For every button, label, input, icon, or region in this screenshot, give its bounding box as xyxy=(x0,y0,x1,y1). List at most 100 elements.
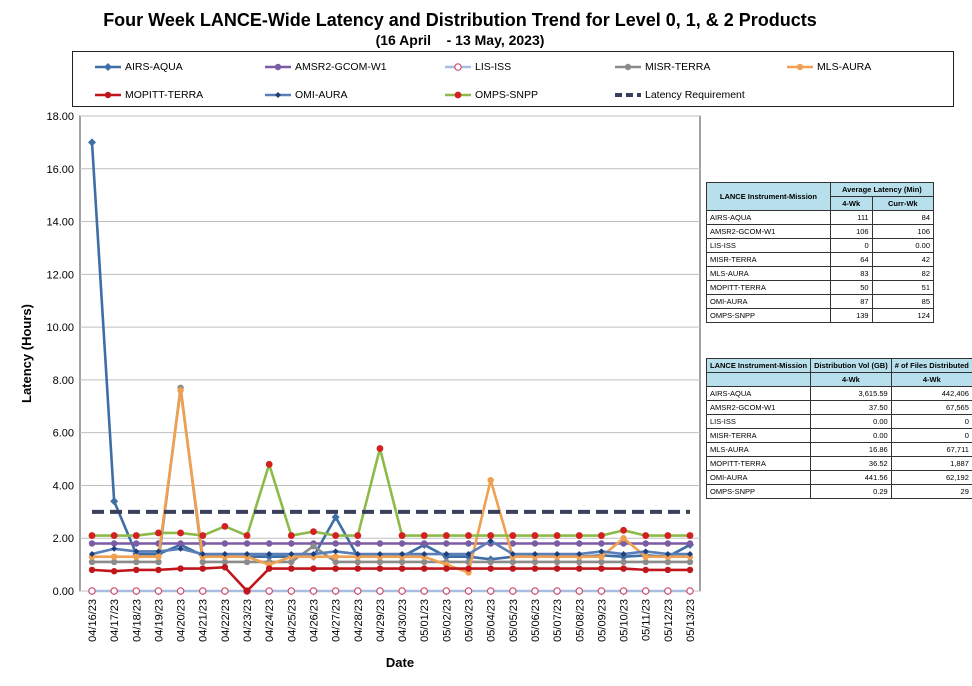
latency-table-row: LIS-ISS 0 0.00 xyxy=(706,238,935,253)
x-tick-label: 04/30/23 xyxy=(397,599,409,642)
y-tick-label: 18.00 xyxy=(46,111,74,123)
x-axis-title: Date xyxy=(386,655,414,670)
legend-swatch-mls-aura xyxy=(787,63,813,71)
latency-table-cell-v1: 139 xyxy=(829,308,873,323)
average-latency-table: LANCE Instrument-Mission Average Latency… xyxy=(706,182,935,323)
mls-aura-point xyxy=(110,553,118,560)
latency-table-cell-name: MISR-TERRA xyxy=(706,252,831,267)
misr-terra-point xyxy=(155,558,162,566)
latency-table-cell-v1: 87 xyxy=(829,294,873,309)
dist-table-subheader-4wk-volume: 4-Wk xyxy=(810,372,892,387)
dist-table-cell-v2: 62,192 xyxy=(890,470,972,485)
mls-aura-point xyxy=(620,535,627,542)
x-tick-label: 04/19/23 xyxy=(153,599,165,642)
dist-table-row: OMPS-SNPP 0.29 29 xyxy=(705,484,972,499)
x-tick-label: 04/16/23 xyxy=(87,599,99,642)
legend-label-misr-terra: MISR-TERRA xyxy=(645,61,711,73)
misr-terra-point xyxy=(221,558,229,566)
misr-terra-point xyxy=(576,558,583,566)
latency-table-row: MISR-TERRA 64 42 xyxy=(706,252,935,267)
omi-aura-point xyxy=(576,551,583,558)
series-lis-iss xyxy=(88,587,694,595)
misr-terra-point xyxy=(354,558,361,566)
mopitt-terra-point xyxy=(88,566,96,574)
omps-snpp-point xyxy=(686,532,694,539)
x-tick-label: 04/27/23 xyxy=(331,599,343,642)
omps-snpp-point xyxy=(642,532,650,539)
airs-aqua-point xyxy=(110,497,119,506)
latency-table-cell-v1: 0 xyxy=(829,238,873,253)
amsr2-gcom-w1-point xyxy=(421,540,428,547)
omps-snpp-point xyxy=(354,532,362,539)
lis-iss-point xyxy=(132,587,141,595)
y-tick-label: 16.00 xyxy=(46,164,74,176)
amsr2-gcom-w1-point xyxy=(332,540,339,547)
chart-legend: AIRS-AQUA AMSR2-GCOM-W1 LIS-ISS MISR-TERRA M… xyxy=(72,51,954,107)
x-tick-label: 05/11/23 xyxy=(641,599,653,641)
misr-terra-point xyxy=(199,558,206,566)
amsr2-gcom-w1-point xyxy=(354,540,361,547)
dist-table-cell-v1: 441.56 xyxy=(810,470,892,485)
omi-aura-point xyxy=(443,551,450,558)
lis-iss-point xyxy=(442,587,451,595)
omi-aura-point xyxy=(177,545,184,552)
dist-table-cell-name: MOPITT-TERRA xyxy=(705,456,812,471)
x-tick-label: 05/07/23 xyxy=(552,599,564,642)
amsr2-gcom-w1-point xyxy=(465,540,472,547)
dist-table-cell-v1: 36.52 xyxy=(810,456,892,471)
x-tick-label: 05/04/23 xyxy=(486,599,498,642)
legend-misr-terra-point xyxy=(624,63,632,71)
lis-iss-point xyxy=(176,587,185,595)
dist-table-cell-v1: 16.86 xyxy=(810,442,892,457)
mopitt-terra-point xyxy=(576,565,583,572)
omi-aura-point xyxy=(687,551,693,558)
dist-table-row: AIRS-AQUA 3,615.59 442,406 xyxy=(705,386,972,401)
latency-table-row: MOPITT-TERRA 50 51 xyxy=(706,280,935,295)
mopitt-terra-point xyxy=(243,587,251,595)
mopitt-terra-point xyxy=(443,565,450,572)
omps-snpp-point xyxy=(553,532,561,539)
latency-table-cell-name: AIRS-AQUA xyxy=(706,210,831,225)
legend-swatch-latency-requirement xyxy=(615,93,641,97)
dist-table-row: MOPITT-TERRA 36.52 1,887 xyxy=(705,456,972,471)
mopitt-terra-point xyxy=(265,565,273,572)
omi-aura-point xyxy=(221,551,228,558)
legend-swatch-omi-aura xyxy=(265,92,291,98)
amsr2-gcom-w1-point xyxy=(288,540,295,547)
misr-terra-point xyxy=(664,558,672,566)
mopitt-terra-point xyxy=(199,565,206,572)
x-tick-label: 04/21/23 xyxy=(198,599,210,642)
mls-aura-point xyxy=(487,476,494,484)
misr-terra-point xyxy=(686,558,694,566)
dist-table-cell-v2: 29 xyxy=(890,484,972,499)
omi-aura-point xyxy=(487,537,494,544)
latency-table-header-average: Average Latency (Min) xyxy=(829,182,935,197)
lis-iss-point xyxy=(265,587,273,595)
mopitt-terra-point xyxy=(221,564,229,571)
misr-terra-point xyxy=(288,558,295,566)
omps-snpp-point xyxy=(376,445,384,452)
amsr2-gcom-w1-point xyxy=(509,540,517,547)
y-tick-label: 4.00 xyxy=(53,480,74,492)
x-tick-label: 05/06/23 xyxy=(530,599,542,642)
lis-iss-point xyxy=(486,587,495,595)
lis-iss-point xyxy=(287,587,296,595)
omps-snpp-point xyxy=(110,532,118,539)
x-tick-label: 04/20/23 xyxy=(176,599,188,642)
legend-swatch-amsr2-gcom-w1 xyxy=(265,63,291,71)
mopitt-terra-point xyxy=(487,565,494,572)
omps-snpp-point xyxy=(88,532,96,539)
dist-table-cell-v2: 1,887 xyxy=(890,456,972,471)
mopitt-terra-point xyxy=(531,565,539,572)
latency-table-subheader-currwk: Curr-Wk xyxy=(871,196,935,211)
mopitt-terra-point xyxy=(354,565,361,572)
mls-aura-point xyxy=(177,387,184,394)
misr-terra-point xyxy=(398,558,406,566)
chart-subtitle: (16 April - 13 May, 2023) xyxy=(375,32,545,48)
x-tick-label: 05/01/23 xyxy=(419,599,431,642)
mopitt-terra-point xyxy=(110,568,118,575)
amsr2-gcom-w1-point xyxy=(553,540,561,547)
omi-aura-point xyxy=(266,551,273,558)
x-tick-label: 04/22/23 xyxy=(220,599,232,642)
legend-mls-aura-point xyxy=(796,63,804,71)
